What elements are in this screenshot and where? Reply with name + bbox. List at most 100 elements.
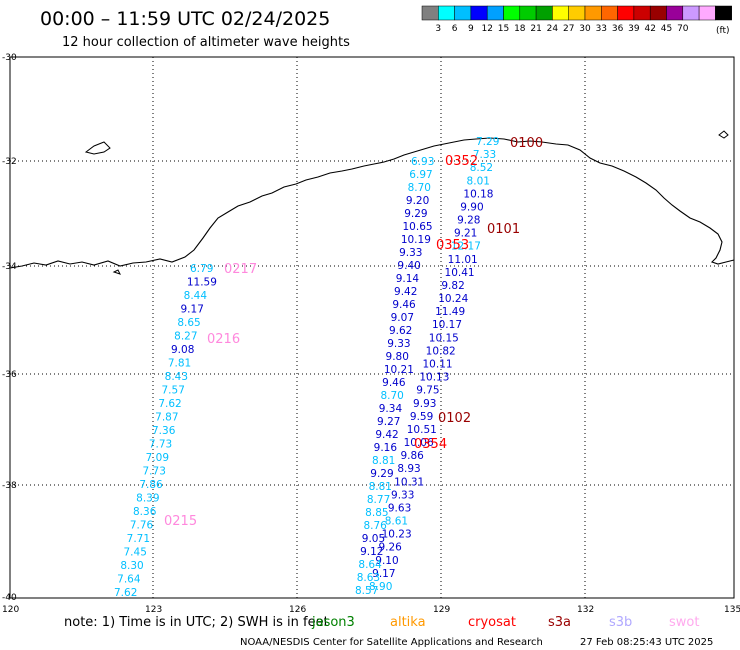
wave-height-value: 10.31: [394, 476, 424, 488]
wave-height-value: 7.64: [117, 574, 141, 586]
wave-height-value: 7.36: [152, 425, 176, 437]
pass-time-label: 0101: [487, 222, 520, 237]
wave-height-value: 10.65: [403, 221, 433, 233]
colorbar-swatch: [715, 5, 732, 21]
island: [84, 141, 111, 155]
altimeter-tracks: 6.7911.598.449.178.658.279.087.818.437.5…: [114, 136, 499, 599]
wave-height-value: 10.23: [382, 529, 412, 541]
island: [112, 269, 121, 275]
wave-height-value: 8.77: [367, 494, 390, 506]
colorbar-tick-label: 6: [452, 24, 458, 34]
map-title: 00:00 – 11:59 UTC 02/24/2025: [40, 8, 330, 30]
island: [718, 130, 729, 139]
wave-height-value: 9.08: [171, 344, 194, 356]
wave-height-value: 9.10: [375, 555, 398, 567]
colorbar-tick-label: 33: [596, 24, 607, 34]
lat-label: -32: [2, 157, 17, 167]
graticule: [10, 57, 734, 598]
wave-height-value: 7.76: [130, 520, 154, 532]
wave-height-value: 8.63: [357, 572, 380, 584]
lon-label: 132: [577, 605, 594, 615]
wave-height-value: 6.93: [411, 156, 434, 168]
wave-height-value: 7.62: [114, 587, 137, 599]
pass-time-label: 0353: [436, 238, 469, 253]
wave-height-value: 8.81: [369, 481, 392, 493]
map-frame: [9, 56, 735, 599]
colorbar-swatch: [552, 5, 569, 21]
footer-note: note: 1) Time is in UTC; 2) SWH is in fe…: [64, 615, 329, 630]
wave-height-value: 8.44: [184, 290, 208, 302]
satellite-legend-entry: altika: [390, 615, 426, 630]
wave-height-value: 9.82: [441, 280, 464, 292]
satellite-legend-entry: s3a: [548, 615, 571, 630]
wave-height-value: 10.51: [407, 424, 437, 436]
colorbar-swatch: [535, 5, 553, 21]
wave-height-value: 10.11: [423, 359, 453, 371]
pass-time-label: 0354: [414, 437, 447, 452]
wave-height-value: 6.79: [190, 263, 213, 275]
wave-height-value: 7.62: [158, 398, 181, 410]
pass-time-label: 0352: [445, 154, 478, 169]
colorbar-tick-label: 42: [644, 24, 655, 34]
wave-height-value: 9.46: [392, 299, 416, 311]
wave-height-value: 7.81: [168, 358, 191, 370]
wave-height-value: 7.33: [473, 149, 496, 161]
colorbar-swatch: [454, 5, 472, 21]
colorbar-tick-label: 45: [661, 24, 672, 34]
colorbar-tick-label: 36: [612, 24, 624, 34]
wave-height-value: 9.80: [386, 351, 409, 363]
wave-height-value: 8.65: [177, 317, 200, 329]
colorbar-swatch: [486, 5, 504, 21]
wave-height-value: 10.17: [432, 319, 462, 331]
pass-time-label: 0215: [164, 514, 197, 529]
lon-label: 123: [145, 605, 162, 615]
pass-time-label: 0216: [207, 332, 240, 347]
colorbar-swatch: [682, 5, 700, 21]
wave-height-value: 9.26: [378, 542, 402, 554]
wave-height-value: 9.59: [410, 411, 433, 423]
satellite-legend-entry: jason3: [311, 615, 355, 630]
lon-label: 126: [289, 605, 306, 615]
wave-height-value: 9.86: [400, 450, 424, 462]
colorbar-swatch: [649, 5, 667, 21]
colorbar-swatch: [666, 5, 684, 21]
colorbar-swatch: [503, 5, 521, 21]
wave-height-value: 9.42: [375, 429, 398, 441]
lon-label: 135: [724, 605, 740, 615]
wave-height-value: 10.24: [438, 293, 468, 305]
wave-height-value: 9.90: [460, 201, 483, 213]
wave-height-value: 9.17: [372, 568, 395, 580]
wave-height-value: 10.82: [426, 345, 456, 357]
wave-height-value: 7.57: [162, 385, 185, 397]
wave-height-value: 9.29: [404, 208, 427, 220]
lat-label: -30: [2, 53, 17, 63]
colorbar-tick-label: 27: [563, 24, 574, 34]
wave-height-value: 9.29: [370, 468, 393, 480]
colorbar-swatch: [470, 5, 488, 21]
wave-height-value: 9.34: [379, 403, 403, 415]
satellite-legend-entry: s3b: [609, 615, 632, 630]
wave-height-value: 8.57: [355, 585, 378, 597]
satellite-legend-entry: swot: [669, 615, 699, 630]
pass-time-label: 0102: [438, 411, 471, 426]
wave-height-value: 7.86: [139, 479, 163, 491]
wave-height-value: 8.01: [467, 175, 490, 187]
colorbar-swatch: [633, 5, 651, 21]
lat-label: -40: [2, 593, 17, 603]
coastline: [9, 137, 735, 269]
wave-height-value: 10.18: [463, 188, 493, 200]
colorbar-tick-label: 12: [481, 24, 492, 34]
colorbar-tick-label: 15: [498, 24, 509, 34]
wave-height-value: 8.81: [372, 455, 395, 467]
wave-height-value: 8.61: [385, 516, 408, 528]
wave-height-value: 8.43: [165, 371, 188, 383]
wave-height-value: 9.42: [394, 286, 417, 298]
wave-height-value: 7.73: [149, 439, 172, 451]
wave-height-value: 8.27: [174, 331, 197, 343]
wave-height-value: 8.52: [470, 162, 493, 174]
lon-label: 120: [2, 605, 19, 615]
colorbar-swatch: [519, 5, 537, 21]
colorbar-unit: (ft): [716, 26, 730, 36]
wave-height-value: 9.27: [377, 416, 400, 428]
